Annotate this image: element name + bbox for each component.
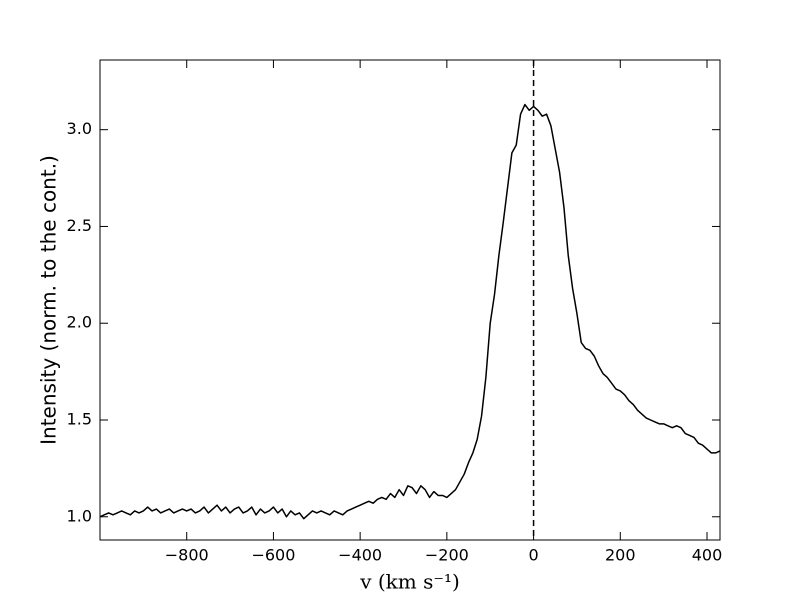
x-axis-label: v (km s⁻¹) [359, 570, 460, 594]
plot-frame [99, 59, 721, 541]
x-tick-label: 400 [692, 546, 723, 565]
y-tick-label: 1.5 [67, 410, 92, 429]
x-tick-label: −800 [165, 546, 209, 565]
y-tick-label: 3.0 [67, 119, 92, 138]
x-tick-label: −400 [338, 546, 382, 565]
x-tick-label: 0 [528, 546, 538, 565]
y-tick-label: 1.0 [67, 506, 92, 525]
y-tick-label: 2.5 [67, 216, 92, 235]
x-tick-label: 200 [605, 546, 636, 565]
x-tick-label: −600 [251, 546, 295, 565]
y-tick-label: 2.0 [67, 313, 92, 332]
data-line [99, 103, 721, 520]
x-tick-label: −200 [425, 546, 469, 565]
y-axis-label: Intensity (norm. to the cont.) [37, 155, 61, 445]
